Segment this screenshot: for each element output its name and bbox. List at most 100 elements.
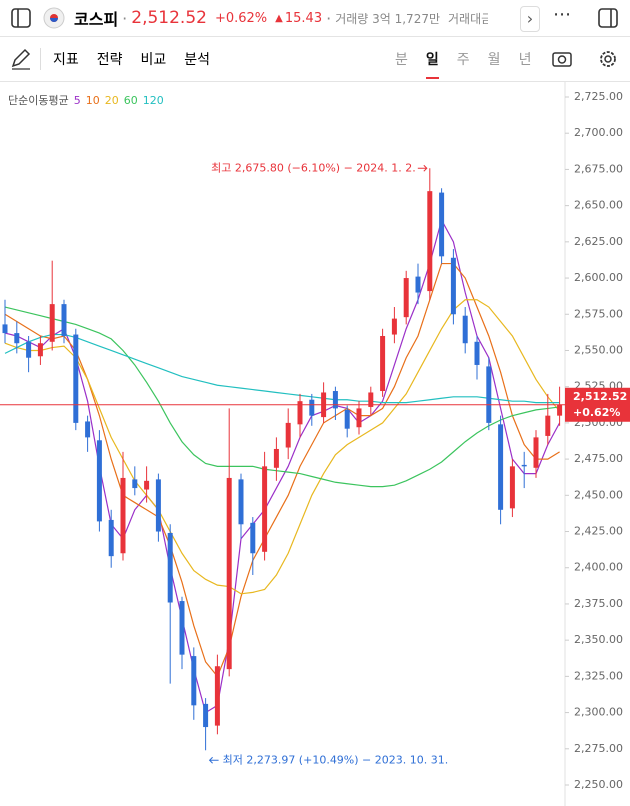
candle-body [2,324,8,334]
tool-button[interactable]: 분석 [184,52,211,68]
candle-body [285,422,291,448]
candle-body [415,276,421,293]
legend-title: 단순이동평균 [8,94,69,107]
candle-body [356,408,362,428]
y-tick-label: 2,550.00 [574,343,623,356]
candle-body [49,304,55,342]
ma-line [4,333,560,404]
candle-body [250,522,256,554]
candle-body [144,480,150,490]
ma-line [4,299,561,595]
toolbar: 지표 전략 비교 분석 분 일 주 월 년 [0,37,630,82]
candle-body [309,399,315,416]
candle-body [545,415,551,436]
candle-body [474,341,480,365]
y-tick-label: 2,275.00 [574,742,623,755]
candle-body [427,191,433,292]
last-price-label: 2,512.52 [573,390,627,403]
legend-item: 10 [86,94,100,107]
last-change-label: +0.62% [573,406,620,419]
candle-body [462,315,468,344]
tool-button[interactable]: 비교 [140,52,167,68]
candle-body [238,479,244,525]
candle-body [132,479,138,489]
candle-body [439,192,445,257]
candle-body [498,424,504,510]
candle-body [521,464,527,467]
y-tick-label: 2,425.00 [574,525,623,538]
candle-body [368,392,374,407]
candle-body [344,409,350,429]
candle-body [85,421,91,438]
ma-line [4,218,561,714]
candle-body [96,440,102,522]
candle-body [297,401,303,425]
candle-body [179,601,185,655]
candle-body [557,404,563,416]
symbol-name: 코스피 [74,10,119,29]
change-pct: +0.62% [214,10,268,26]
ma-line [4,262,560,678]
candle-body [450,257,456,315]
y-tick-label: 2,375.00 [574,597,623,610]
period-button[interactable]: 월 [487,52,501,68]
trade-value: 거래대금 [448,11,489,26]
candle-body [167,532,173,603]
y-tick-label: 2,725.00 [574,90,623,103]
candle-body [37,343,43,357]
camera-button[interactable] [550,47,574,71]
y-tick-label: 2,350.00 [574,633,623,646]
candle-body [120,477,126,554]
candle-body [391,318,397,335]
y-tick-label: 2,600.00 [574,271,623,284]
candle-body [486,366,492,423]
candle-body [155,479,161,532]
change-points: 15.43 [284,10,323,26]
low-arrow [208,756,219,764]
y-tick-label: 2,250.00 [574,778,623,791]
panel-button[interactable] [592,0,628,36]
period-button[interactable]: 주 [456,52,470,68]
y-tick-label: 2,650.00 [574,199,623,212]
period-button[interactable]: 일 [425,49,439,79]
tool-button[interactable]: 지표 [53,52,79,68]
high-arrow [417,164,428,172]
candle-body [403,278,409,318]
header: 코스피 · 2,512.52 +0.62% ▲ 15.43 · 거래량 3억 1… [0,0,630,37]
y-tick-label: 2,625.00 [574,235,623,248]
candle-body [509,466,515,509]
candle-body [73,334,79,423]
y-tick-label: 2,325.00 [574,669,623,682]
candle-body [108,519,114,557]
sidebar-button[interactable] [0,0,40,36]
y-tick-label: 2,700.00 [574,126,623,139]
candle-body [226,477,232,670]
settings-button[interactable] [596,47,620,71]
volume: 거래량 3억 1,727만 [335,11,441,26]
candle-body [380,335,386,392]
candle-body [214,666,220,726]
y-tick-label: 2,300.00 [574,706,623,719]
scroll-button[interactable]: › [520,6,540,32]
high-annotation: 최고 2,675.80 (−6.10%) − 2024. 1. 2. [211,161,416,174]
draw-button[interactable] [0,37,40,81]
legend-item: 120 [143,94,164,107]
period-button[interactable]: 년 [518,52,532,68]
price: 2,512.52 [131,8,207,28]
tool-button[interactable]: 전략 [96,52,123,68]
more-button[interactable]: ⋯ [553,4,571,25]
y-tick-label: 2,400.00 [574,561,623,574]
y-tick-label: 2,450.00 [574,488,623,501]
period-button[interactable]: 분 [395,52,408,68]
low-annotation: 최저 2,273.97 (+10.49%) − 2023. 10. 31. [223,753,449,766]
last-price-box [565,387,630,422]
legend-item: 20 [105,94,119,107]
candle-body [332,391,338,409]
candle-body [262,466,268,552]
candle-body [61,304,67,336]
candle-body [273,448,279,468]
candle-body [533,437,539,468]
y-tick-label: 2,475.00 [574,452,623,465]
ma-line [4,306,560,488]
